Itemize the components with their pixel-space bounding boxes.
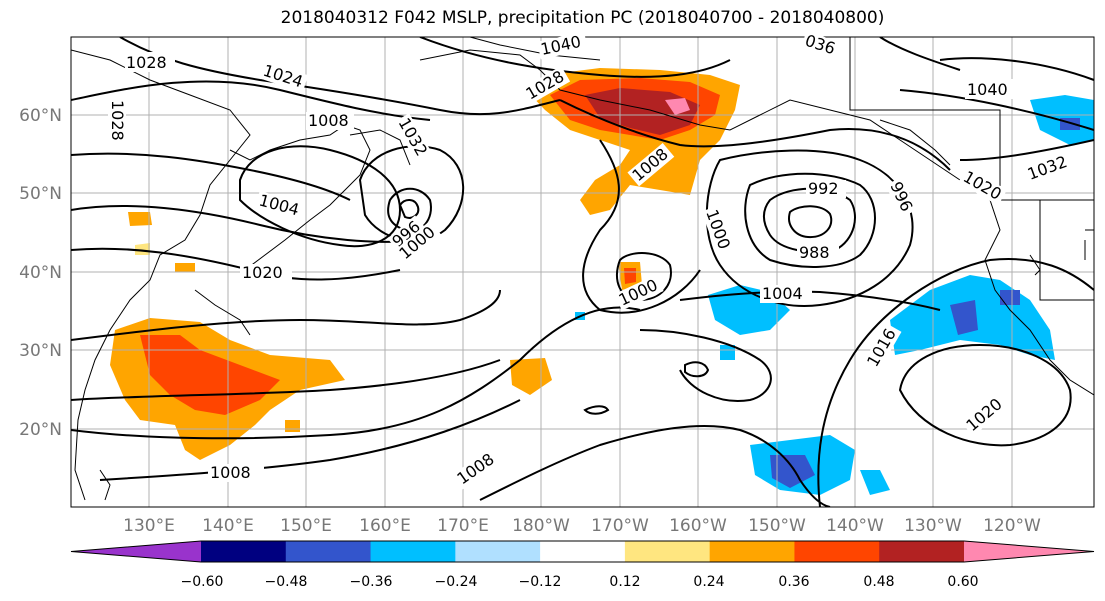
contour-label: 1020 <box>242 263 283 282</box>
longitude-axis: 130°E 140°E 150°E 160°E 170°E 180°W 170°… <box>123 516 1041 536</box>
lon-label: 180°W <box>512 516 570 536</box>
colorbar-segment <box>879 541 965 562</box>
colorbar-tick: 0.48 <box>863 574 894 590</box>
contour-label: 1004 <box>762 284 803 303</box>
lat-label: 30°N <box>19 341 62 361</box>
contour-label: 1008 <box>210 463 251 482</box>
lon-label: 130°E <box>123 516 175 536</box>
colorbar-extend-high <box>964 541 1094 562</box>
colorbar-outline <box>70 540 1095 563</box>
colorbar-ticks: −0.60 −0.48 −0.36 −0.24 −0.12 0.12 0.24 … <box>181 574 979 590</box>
lon-label: 170°W <box>591 516 649 536</box>
lon-label: 130°W <box>904 516 962 536</box>
colorbar-tick: −0.48 <box>265 574 308 590</box>
lat-label: 60°N <box>19 106 62 126</box>
lon-label: 170°E <box>437 516 489 536</box>
colorbar-tick: 0.36 <box>778 574 809 590</box>
lon-label: 140°E <box>202 516 254 536</box>
colorbar-tick: −0.24 <box>435 574 478 590</box>
colorbar-tick: 0.24 <box>693 574 724 590</box>
lon-label: 160°E <box>359 516 411 536</box>
colorbar-segment <box>455 541 541 562</box>
contour-label: 992 <box>808 179 839 198</box>
map-title: 2018040312 F042 MSLP, precipitation PC (… <box>280 8 885 28</box>
lat-label: 20°N <box>19 420 62 440</box>
contour-label: 1028 <box>108 100 127 141</box>
lat-label: 50°N <box>19 184 62 204</box>
colorbar-segment <box>540 541 626 562</box>
contour-label: 1028 <box>126 53 167 72</box>
colorbar-tick: −0.12 <box>519 574 562 590</box>
latitude-axis: 60°N 50°N 40°N 30°N 20°N <box>19 106 62 440</box>
lon-label: 120°W <box>983 516 1041 536</box>
lon-label: 150°E <box>280 516 332 536</box>
contour-label: 988 <box>799 243 830 262</box>
lon-label: 160°W <box>669 516 727 536</box>
colorbar-segment <box>285 541 372 562</box>
colorbar-segment <box>624 541 711 562</box>
colorbar-tick: −0.36 <box>350 574 393 590</box>
precip-negative-shading <box>575 95 1094 495</box>
colorbar-extend-low <box>71 541 201 562</box>
lat-label: 40°N <box>19 263 62 283</box>
contour-label: 1040 <box>967 80 1008 99</box>
colorbar-tick: −0.60 <box>181 574 224 590</box>
colorbar-tick: 0.60 <box>947 574 978 590</box>
colorbar-segment <box>794 541 880 562</box>
lon-label: 150°W <box>748 516 806 536</box>
colorbar-segment <box>201 541 287 562</box>
contour-label: 1008 <box>308 111 349 130</box>
lon-label: 140°W <box>826 516 884 536</box>
colorbar-segment <box>709 541 795 562</box>
colorbar-segment <box>370 541 456 562</box>
colorbar <box>70 540 1095 563</box>
colorbar-tick: 0.12 <box>609 574 640 590</box>
